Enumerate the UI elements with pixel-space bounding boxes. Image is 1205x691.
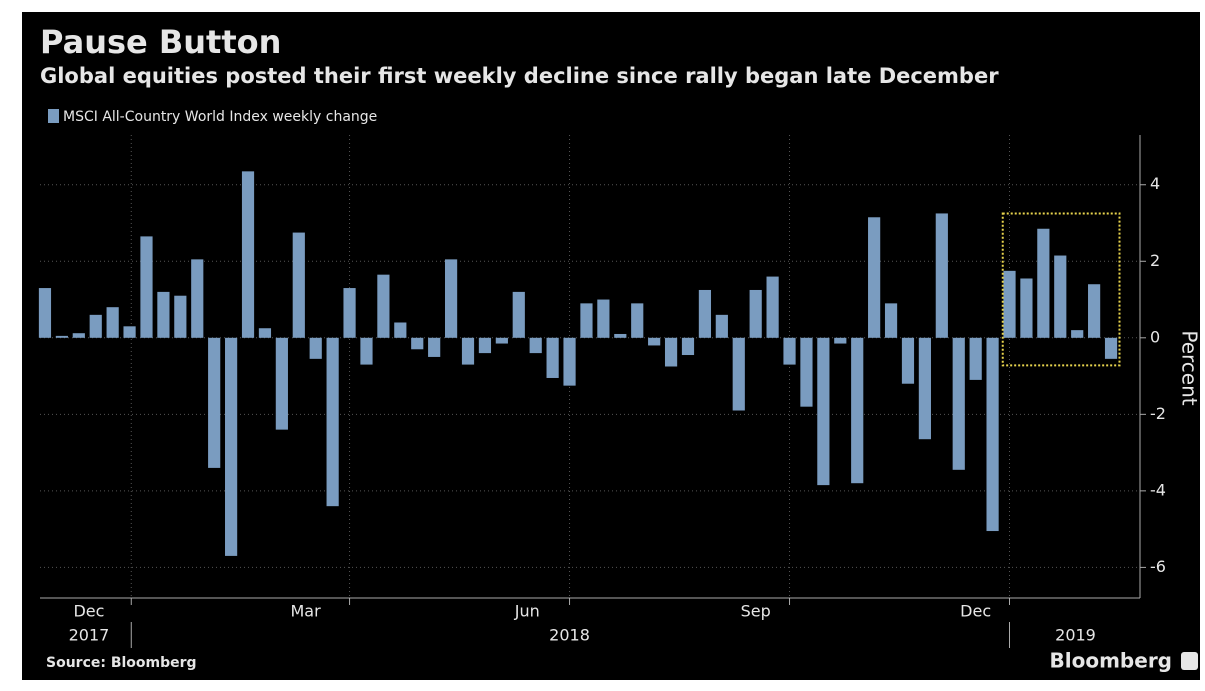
bar (191, 259, 204, 338)
bar (1088, 284, 1101, 338)
bar (546, 337, 559, 378)
bar (275, 337, 288, 430)
bar (326, 337, 339, 507)
bar (715, 314, 728, 338)
bar (648, 337, 661, 346)
bar (157, 291, 170, 338)
chart-title: Pause Button (40, 23, 281, 61)
bar (512, 291, 525, 338)
source: Source: Bloomberg (46, 655, 197, 671)
bar (377, 274, 390, 338)
bar (241, 171, 255, 338)
highlight-box (1001, 212, 1121, 367)
bar (529, 337, 542, 354)
bar (631, 303, 644, 338)
bar (461, 337, 475, 365)
brand: Bloomberg (1050, 649, 1172, 673)
bar (681, 337, 695, 356)
y-axis-label: Percent (1178, 330, 1202, 405)
year-label: 2019 (1055, 626, 1096, 645)
bar (614, 333, 627, 338)
bar (309, 337, 322, 359)
bar (174, 295, 187, 338)
bar (343, 288, 356, 338)
bar (563, 337, 576, 386)
bar (1054, 255, 1067, 338)
y-tick-label: -6 (1150, 557, 1166, 576)
bar (783, 337, 796, 365)
y-tick-label: 0 (1150, 327, 1160, 346)
bar (918, 337, 931, 440)
bar (140, 236, 153, 338)
bar (749, 289, 762, 338)
bar (1104, 337, 1118, 359)
bar (868, 217, 881, 338)
bar (597, 299, 610, 338)
bar (817, 337, 830, 486)
bar (969, 337, 982, 380)
bar (834, 337, 847, 344)
bar (1003, 270, 1016, 338)
bar (851, 337, 864, 484)
bar (800, 337, 813, 407)
x-tick-label: Dec (73, 602, 104, 621)
bar (664, 337, 678, 367)
bar (698, 289, 712, 338)
bar (952, 337, 965, 470)
bar (1071, 330, 1084, 338)
x-tick-label: Mar (290, 602, 321, 621)
x-tick-label: Sep (741, 602, 771, 621)
bar (1037, 228, 1050, 338)
bar (1020, 278, 1033, 338)
brand-icon (1181, 652, 1198, 670)
bar (935, 213, 948, 338)
y-tick-label: -2 (1150, 404, 1166, 423)
y-tick-label: 2 (1150, 251, 1160, 270)
legend-swatch (48, 109, 59, 123)
year-label: 2017 (69, 626, 110, 645)
bar (411, 337, 424, 350)
bar (55, 335, 68, 338)
bar (72, 333, 85, 338)
y-tick-label: -4 (1150, 480, 1166, 499)
bar (292, 232, 305, 338)
bar (444, 259, 458, 338)
bar (208, 337, 221, 468)
x-tick-label: Dec (960, 602, 991, 621)
bar (428, 337, 441, 357)
legend-label: MSCI All-Country World Index weekly chan… (63, 109, 377, 125)
bar (123, 326, 136, 338)
bar (258, 328, 272, 338)
bar (360, 337, 373, 365)
bar (732, 337, 745, 411)
bar (986, 337, 999, 532)
bar (580, 303, 593, 338)
chart-subtitle: Global equities posted their first weekl… (40, 64, 999, 88)
bar (478, 337, 492, 354)
bar (766, 276, 779, 338)
bar (106, 307, 119, 338)
bar (884, 303, 898, 338)
x-tick-label: Jun (514, 602, 540, 621)
year-label: 2018 (549, 626, 590, 645)
bar (901, 337, 915, 384)
bar (38, 288, 52, 338)
bar (225, 337, 238, 556)
bar (89, 314, 102, 338)
y-tick-label: 4 (1150, 174, 1160, 193)
bar (495, 337, 508, 344)
bar (394, 322, 407, 338)
